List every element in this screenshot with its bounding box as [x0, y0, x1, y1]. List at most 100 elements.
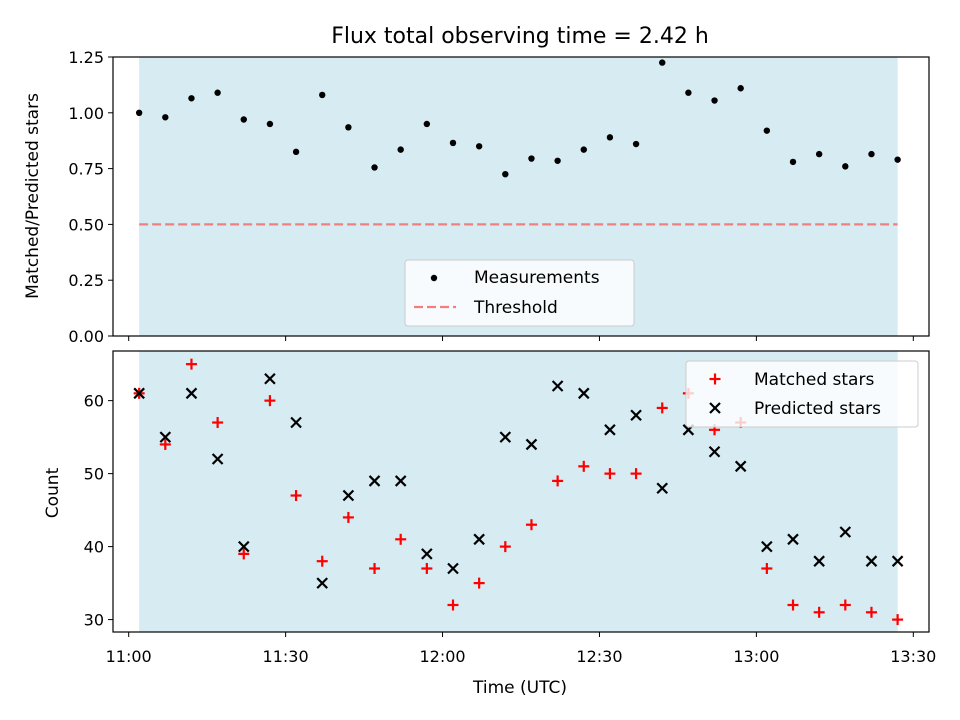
measurement-point — [894, 156, 901, 163]
predicted-star-point — [473, 533, 485, 546]
legend-measurements-label: Measurements — [474, 268, 600, 288]
predicted-star-point — [787, 533, 799, 546]
predicted-star-point — [237, 540, 250, 553]
measurement-point — [842, 163, 849, 170]
matched-star-point — [578, 460, 590, 472]
predicted-star-point — [813, 555, 825, 567]
y-tick-label: 0.25 — [68, 271, 104, 290]
ratio-plot-area: 0.00 0.25 0.50 0.75 1.00 1.25 Measurements Thre… — [68, 48, 930, 346]
count-axes-frame — [112, 350, 930, 633]
count-y-axis-label: Count — [43, 467, 63, 518]
measurement-point — [554, 157, 561, 164]
y-tick-label: 0.00 — [68, 327, 104, 346]
x-tick-label: 12:30 — [576, 647, 622, 666]
predicted-star-point — [185, 387, 198, 400]
legend-matched-label: Matched stars — [754, 370, 874, 390]
x-tick-label: 11:30 — [263, 647, 309, 666]
ratio-panel: 0.00 0.25 0.50 0.75 1.00 1.25 Measurements Thre… — [23, 48, 930, 346]
measurement-point — [345, 124, 352, 131]
measurement-point — [580, 146, 587, 153]
matched-star-point — [525, 519, 537, 531]
measurement-point — [475, 143, 483, 150]
predicted-star-point — [290, 416, 302, 429]
predicted-star-point — [891, 555, 904, 567]
legend-box — [404, 259, 635, 327]
matched-star-point — [499, 541, 511, 553]
legend-matched-marker — [709, 373, 721, 385]
matched-star-point — [159, 438, 171, 450]
matched-star-point — [552, 475, 564, 487]
predicted-star-point — [525, 438, 538, 451]
matched-star-point — [813, 606, 825, 618]
measurement-point — [188, 95, 195, 102]
x-axis-label: Time (UTC) — [472, 678, 567, 698]
x-tick-label: 11:00 — [106, 647, 152, 666]
y-tick-label: 1.25 — [68, 48, 104, 67]
measurement-point — [214, 89, 221, 96]
measurement-point — [711, 97, 718, 104]
matched-star-point — [395, 533, 407, 545]
measurement-point — [737, 85, 744, 92]
matched-star-point — [761, 563, 773, 575]
predicted-star-point — [394, 475, 407, 487]
predicted-star-point — [133, 387, 145, 400]
matched-star-point — [630, 468, 642, 480]
legend-predicted-marker — [709, 402, 721, 414]
predicted-star-point — [368, 475, 381, 487]
matched-star-point — [316, 555, 328, 567]
matched-star-point — [369, 563, 381, 575]
x-tick-label: 13:00 — [733, 647, 779, 666]
measurement-point — [240, 116, 247, 123]
measurement-point — [423, 120, 431, 128]
predicted-star-point — [708, 445, 721, 458]
measurement-point — [685, 89, 692, 96]
chart-title: Flux total observing time = 2.42 h — [331, 24, 709, 49]
y-tick-label: 30 — [84, 611, 104, 630]
y-tick-label: 0.50 — [68, 215, 104, 234]
predicted-star-point — [211, 453, 224, 465]
measurement-point — [659, 59, 666, 66]
measurement-point — [528, 155, 535, 162]
matched-star-point — [290, 490, 302, 502]
count-plot-area: 30 40 50 60 11:00 11:30 12:00 12:30 13:00 13:30 Ma… — [84, 350, 936, 666]
x-tick-label: 12:00 — [419, 647, 465, 666]
predicted-star-point — [630, 409, 642, 422]
predicted-star-point — [839, 526, 852, 538]
matched-star-point — [787, 599, 799, 611]
predicted-star-point — [734, 460, 747, 473]
measurement-point — [606, 134, 614, 141]
measurement-point — [789, 158, 797, 166]
y-tick-label: 40 — [84, 538, 104, 557]
matched-star-point — [892, 614, 904, 626]
legend-predicted-label: Predicted stars — [754, 399, 881, 419]
predicted-star-point — [447, 562, 459, 575]
measurement-point — [632, 140, 640, 148]
predicted-star-point — [577, 387, 590, 400]
y-tick-label: 1.00 — [68, 104, 104, 123]
measurement-point — [397, 146, 404, 153]
ratio-axes-frame — [112, 56, 930, 337]
legend-measurement-marker — [430, 274, 438, 282]
legend-threshold-label: Threshold — [473, 298, 558, 318]
predicted-star-point — [264, 372, 276, 385]
matched-star-point — [264, 395, 276, 407]
ratio-y-axis-label: Matched/Predicted stars — [23, 93, 43, 299]
y-tick-label: 60 — [84, 392, 104, 411]
measurement-point — [266, 120, 274, 128]
predicted-star-point — [761, 540, 773, 553]
matched-star-point — [421, 563, 433, 575]
predicted-star-point — [342, 489, 355, 502]
x-tick-label: 13:30 — [890, 647, 936, 666]
matched-star-point — [839, 599, 851, 611]
matched-star-point — [656, 402, 668, 414]
matched-star-point — [238, 548, 250, 560]
measurement-point — [815, 150, 823, 158]
predicted-star-point — [551, 380, 564, 392]
measurement-point — [763, 127, 771, 134]
matched-star-point — [212, 417, 224, 429]
predicted-star-point — [604, 424, 616, 436]
measurement-point — [502, 170, 509, 178]
matched-star-point — [447, 599, 459, 611]
measurement-point — [292, 148, 300, 156]
